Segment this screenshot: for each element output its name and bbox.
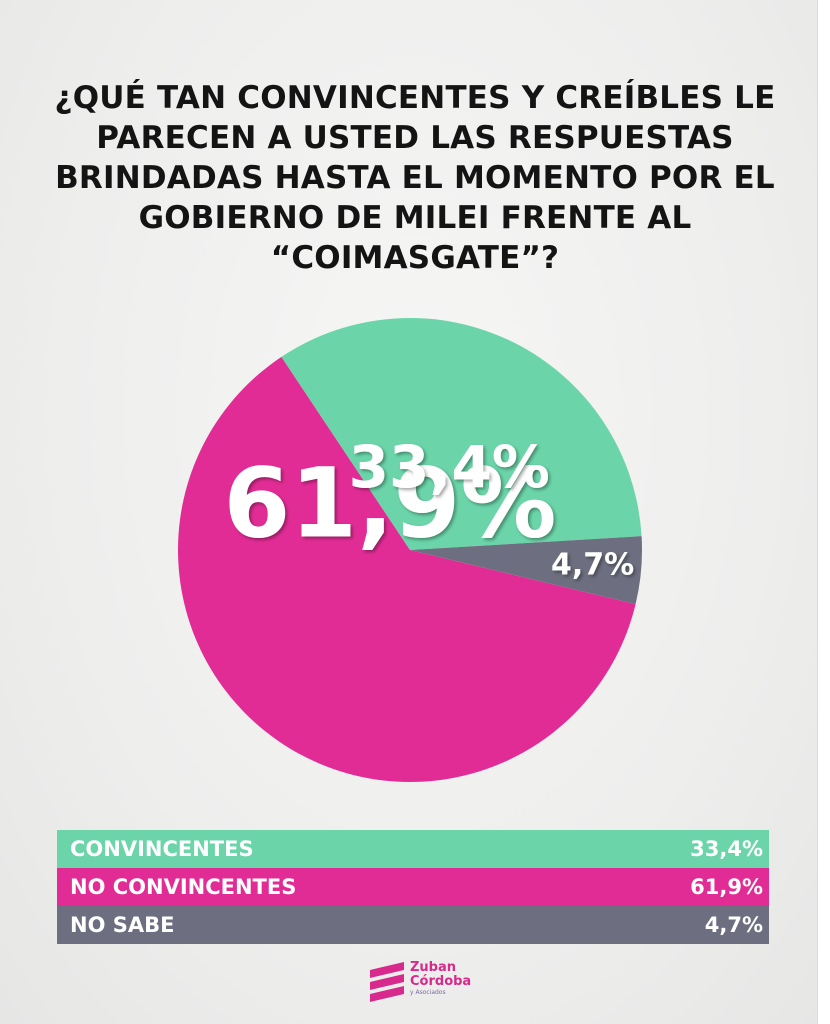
legend-label: NO SABE <box>70 913 175 937</box>
legend-row-convincentes: CONVINCENTES 33,4% <box>57 830 769 868</box>
title-line-2: PARECEN A USTED LAS RESPUESTAS <box>96 120 734 156</box>
logo-text: Zuban Córdoba y Asociados <box>410 961 471 997</box>
pie-slice-convincentes <box>281 318 642 550</box>
logo-line-1: Zuban <box>410 960 457 975</box>
pie-label-no-sabe: 4,7% <box>551 548 634 583</box>
legend-value: 4,7% <box>704 913 763 937</box>
logo-line-3: y Asociados <box>410 989 446 996</box>
title-line-4: GOBIERNO DE MILEI FRENTE AL <box>138 200 692 236</box>
right-edge-strip <box>817 0 830 1024</box>
zuban-cordoba-logo: Zuban Córdoba y Asociados <box>370 958 490 1008</box>
legend-label: NO CONVINCENTES <box>70 875 297 899</box>
legend-label: CONVINCENTES <box>70 837 254 861</box>
legend-row-no-convincentes: NO CONVINCENTES 61,9% <box>57 868 769 906</box>
logo-line-2: Córdoba <box>410 974 472 989</box>
pie-chart: 61,9%33,4% 4,7% <box>178 318 642 782</box>
chart-title: ¿QUÉ TAN CONVINCENTES Y CREÍBLES LE PARE… <box>40 78 790 278</box>
pie-slice-no-convincentes <box>178 356 636 782</box>
pie-label-no-convincentes: 61,9% <box>223 447 556 559</box>
legend-value: 61,9% <box>690 875 763 899</box>
legend-value: 33,4% <box>690 837 763 861</box>
legend: CONVINCENTES 33,4% NO CONVINCENTES 61,9%… <box>57 830 769 944</box>
title-line-3: BRINDADAS HASTA EL MOMENTO POR EL <box>55 160 775 196</box>
title-line-5: “COIMASGATE”? <box>270 240 560 276</box>
title-line-1: ¿QUÉ TAN CONVINCENTES Y CREÍBLES LE <box>54 80 776 116</box>
pie-label-convincentes: 33,4% <box>349 433 550 501</box>
pie-slice-no-sabe <box>410 536 642 605</box>
legend-row-no-sabe: NO SABE 4,7% <box>57 906 769 944</box>
logo-mark-icon <box>370 962 404 1002</box>
